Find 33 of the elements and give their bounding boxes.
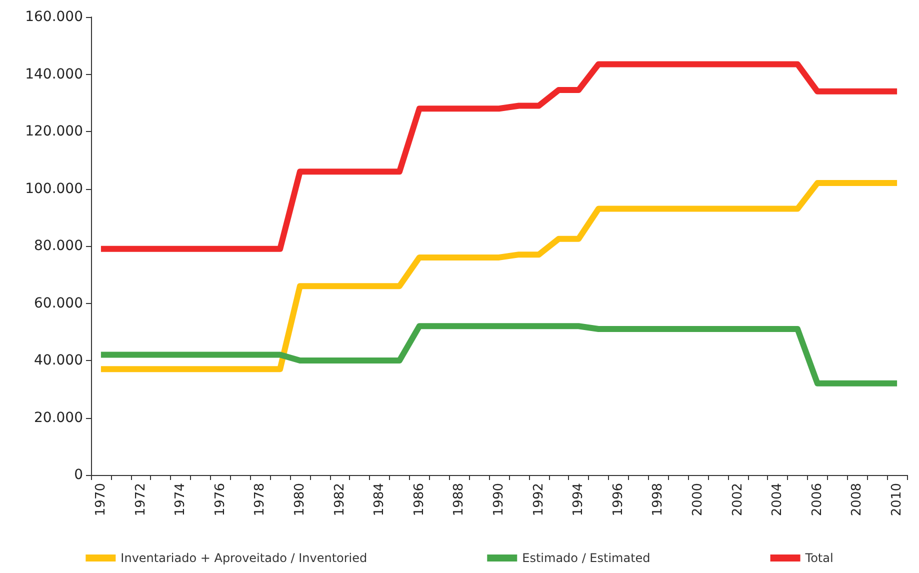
x-tick-label: 1972	[133, 483, 148, 516]
y-tick-label: 160.000	[25, 9, 83, 25]
x-tick-label: 1978	[252, 483, 268, 516]
x-tick-label: 1998	[650, 483, 666, 516]
x-tick-label: 2010	[890, 483, 905, 516]
x-tick-label: 1970	[93, 483, 108, 516]
x-tick-label: 1980	[292, 483, 308, 516]
x-tick-label: 2004	[770, 483, 786, 516]
x-tick-label: 1988	[452, 483, 467, 516]
x-tick-label: 1986	[412, 483, 427, 516]
y-tick-label: 0	[74, 467, 83, 483]
x-tick-label: 1996	[610, 483, 626, 516]
x-tick-label: 1990	[492, 483, 506, 516]
y-tick-label: 60.000	[34, 295, 83, 312]
y-tick-label: 120.000	[25, 124, 83, 140]
y-tick-label: 80.000	[34, 238, 83, 254]
x-tick-label: 2000	[690, 483, 706, 516]
x-tick-label: 1992	[531, 483, 546, 516]
x-tick-label: 2002	[730, 483, 746, 516]
y-tick-label: 20.000	[34, 410, 83, 426]
y-tick-label: 40.000	[34, 352, 83, 368]
x-tick-label: 1982	[332, 483, 348, 516]
legend-label: Estimado / Estimated	[522, 551, 650, 565]
x-tick-label: 1984	[372, 483, 388, 516]
y-tick-label: 100.000	[25, 180, 83, 197]
x-tick-label: 1994	[571, 483, 586, 516]
x-tick-label: 1976	[212, 483, 228, 516]
legend-label: Total	[804, 551, 834, 565]
x-tick-label: 2008	[850, 483, 865, 516]
x-tick-label: 1974	[173, 483, 188, 516]
legend-label: Inventariado + Aproveitado / Inventoried	[120, 551, 368, 565]
x-tick-label: 2006	[810, 483, 825, 516]
y-tick-label: 140.000	[25, 66, 83, 82]
